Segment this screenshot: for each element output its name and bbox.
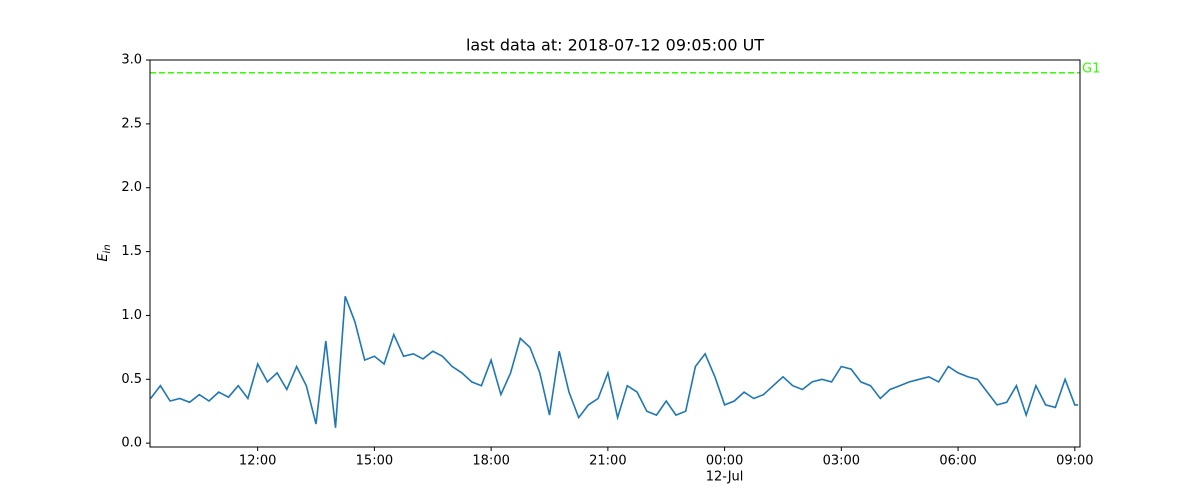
plot-frame xyxy=(149,59,1081,448)
y-axis-label: Ein xyxy=(96,244,114,261)
data-line xyxy=(149,296,1079,428)
y-tick-label: 1.5 xyxy=(121,244,142,259)
y-tick-label: 0.5 xyxy=(121,372,142,387)
x-tick-label: 18:00 xyxy=(472,454,509,469)
x-tick-label: 06:00 xyxy=(939,454,976,469)
chart-title: last data at: 2018-07-12 09:05:00 UT xyxy=(466,36,764,55)
x-tick-label: 12:00 xyxy=(239,454,276,469)
x-tick-label: 21:00 xyxy=(589,454,626,469)
y-tick-label: 0.0 xyxy=(121,436,142,451)
y-tick-label: 1.0 xyxy=(121,308,142,323)
y-label-text: Ein xyxy=(96,244,114,261)
x-tick-label: 15:00 xyxy=(356,454,393,469)
y-tick-label: 2.0 xyxy=(121,180,142,195)
x-tick-label: 03:00 xyxy=(823,454,860,469)
y-tick-label: 2.5 xyxy=(121,116,142,131)
x-tick-label: 09:00 xyxy=(1056,454,1093,469)
threshold-label: G1 xyxy=(1082,61,1100,76)
x-tick-label: 00:00 xyxy=(706,454,743,469)
y-tick-label: 3.0 xyxy=(121,53,142,68)
x-tick-sublabel: 12-Jul xyxy=(706,470,744,485)
